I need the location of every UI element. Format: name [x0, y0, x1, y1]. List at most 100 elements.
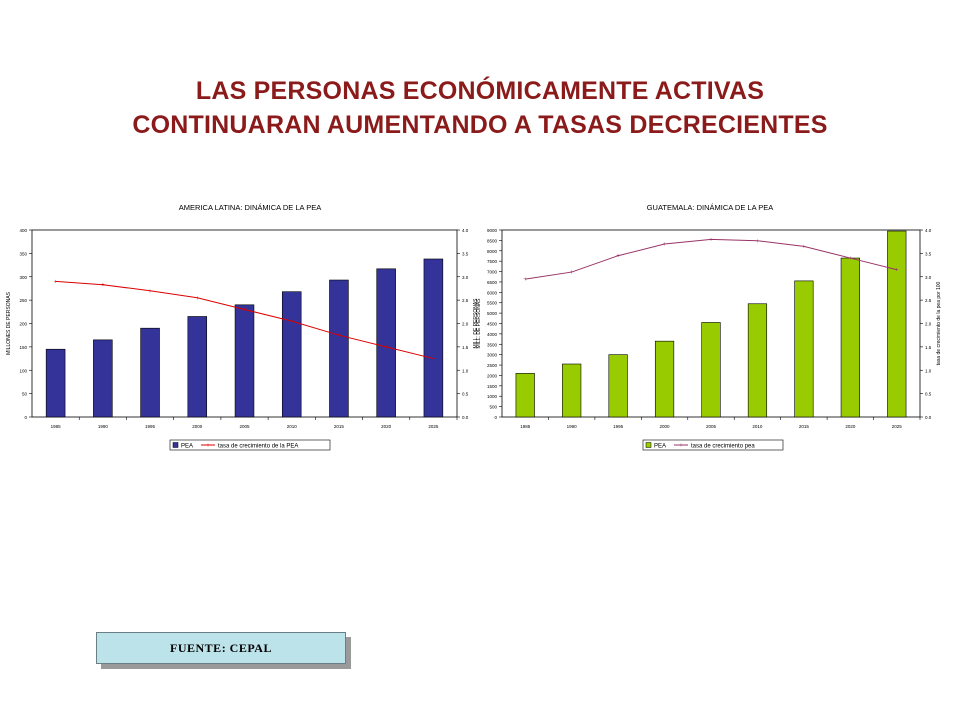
legend-label-bar: PEA — [181, 444, 193, 450]
bar — [423, 258, 444, 418]
y-tick-label: 7500 — [487, 259, 498, 264]
y-tick-label: 2500 — [487, 363, 498, 368]
x-tick-label: 1990 — [567, 424, 578, 429]
line-marker: + — [570, 270, 574, 276]
y2-tick-label: 4.0 — [925, 228, 932, 233]
legend-box — [169, 439, 331, 451]
y-tick-label: 150 — [19, 345, 27, 350]
y-tick-label: 500 — [489, 405, 497, 410]
line-marker: + — [148, 289, 152, 295]
y2-tick-label: 0.5 — [925, 392, 932, 397]
chart-title: GUATEMALA: DINÁMICA DE LA PEA — [647, 203, 774, 212]
bar — [93, 339, 113, 418]
line-marker: + — [663, 242, 667, 248]
x-tick-label: 2020 — [845, 424, 856, 429]
y-tick-label: 5000 — [487, 311, 498, 316]
y-tick-label: 350 — [19, 251, 27, 256]
y-tick-label: 200 — [19, 322, 27, 327]
x-tick-label: 2020 — [381, 424, 392, 429]
y2-tick-label: 0.0 — [925, 415, 932, 420]
y-tick-label: 0 — [24, 415, 27, 420]
y-tick-label: 9000 — [487, 228, 498, 233]
y2-tick-label: 1.0 — [462, 368, 469, 373]
y2-tick-label: 2.5 — [462, 298, 469, 303]
y-tick-label: 100 — [19, 368, 27, 373]
x-tick-label: 2025 — [892, 424, 903, 429]
x-tick-label: 2000 — [660, 424, 671, 429]
legend-label-bar: PEA — [654, 444, 666, 450]
y-axis-label: MILLONES DE PERSONAS — [6, 291, 12, 354]
y2-tick-label: 0.0 — [462, 415, 469, 420]
y2-tick-label: 2.0 — [925, 322, 932, 327]
x-tick-label: 1985 — [51, 424, 62, 429]
line-marker: + — [523, 277, 527, 283]
bar — [329, 279, 349, 418]
y2-tick-label: 3.5 — [925, 251, 932, 256]
x-tick-label: 1985 — [520, 424, 531, 429]
bar — [608, 354, 628, 418]
y-tick-label: 8000 — [487, 249, 498, 254]
line-marker: + — [54, 279, 58, 285]
bar — [794, 280, 814, 418]
legend-label-line: tasa de crecimiento de la PEA — [218, 444, 298, 450]
slide-title-line-1: LAS PERSONAS ECONÓMICAMENTE ACTIVAS — [195, 77, 765, 105]
line-marker: + — [709, 237, 713, 243]
slide-title-line-2: CONTINUARAN AUMENTANDO A TASAS DECRECIEN… — [132, 111, 828, 139]
bar — [140, 327, 160, 418]
y2-tick-label: 2.0 — [462, 322, 469, 327]
line-marker: + — [196, 296, 200, 302]
y-tick-label: 2000 — [487, 373, 498, 378]
bar — [281, 291, 302, 418]
y-tick-label: 300 — [19, 275, 27, 280]
y-tick-label: 1500 — [487, 384, 498, 389]
y-tick-label: 7000 — [487, 270, 498, 275]
x-tick-label: 1990 — [98, 424, 109, 429]
bar — [376, 268, 396, 418]
x-tick-label: 1995 — [613, 424, 624, 429]
line-marker: + — [101, 283, 105, 289]
line-marker: + — [616, 254, 620, 260]
y-tick-label: 3500 — [487, 342, 498, 347]
y2-tick-label: 2.5 — [925, 298, 932, 303]
source-box: FUENTE: CEPAL — [96, 632, 346, 664]
bar — [654, 340, 675, 418]
legend-label-line: tasa de crecimiento pea — [691, 444, 755, 450]
line-marker: + — [290, 319, 294, 325]
y-tick-label: 4000 — [487, 332, 498, 337]
y-axis-label: MILL. DE PERSONAS — [476, 298, 482, 349]
y-tick-label: 6000 — [487, 290, 498, 295]
line-marker: + — [756, 239, 760, 245]
y2-tick-label: 3.0 — [925, 275, 932, 280]
y2-tick-label: 1.5 — [462, 345, 469, 350]
y2-tick-label: 1.5 — [925, 345, 932, 350]
y-tick-label: 8500 — [487, 238, 498, 243]
legend-swatch-bar — [172, 442, 179, 448]
y-tick-label: 4500 — [487, 322, 498, 327]
x-tick-label: 1995 — [145, 424, 156, 429]
bar — [840, 257, 860, 418]
x-tick-label: 2005 — [706, 424, 717, 429]
line-series — [55, 280, 434, 360]
y2-tick-label: 4.0 — [462, 228, 469, 233]
y-tick-label: 1000 — [487, 394, 498, 399]
bar — [45, 348, 66, 418]
y2-tick-label: 0.5 — [462, 392, 469, 397]
legend-marker: + — [679, 443, 683, 449]
x-tick-label: 2010 — [287, 424, 298, 429]
y-tick-label: 250 — [19, 298, 27, 303]
y-tick-label: 0 — [494, 415, 497, 420]
bar — [515, 373, 535, 418]
x-tick-label: 2000 — [192, 424, 203, 429]
chart-america-latina: AMERICA LATINA: DINÁMICA DE LA PEA 0 50 100… — [6, 203, 479, 451]
x-tick-label: 2010 — [752, 424, 763, 429]
line-marker: + — [337, 333, 341, 339]
line-marker: + — [384, 345, 388, 351]
source-label: FUENTE: CEPAL — [170, 640, 272, 655]
x-tick-label: 2025 — [428, 424, 439, 429]
line-marker: + — [849, 256, 853, 262]
y-tick-label: 3000 — [487, 353, 498, 358]
line-marker: + — [432, 357, 436, 363]
line-series — [525, 238, 897, 280]
bar — [234, 304, 255, 418]
y-tick-label: 400 — [19, 228, 27, 233]
